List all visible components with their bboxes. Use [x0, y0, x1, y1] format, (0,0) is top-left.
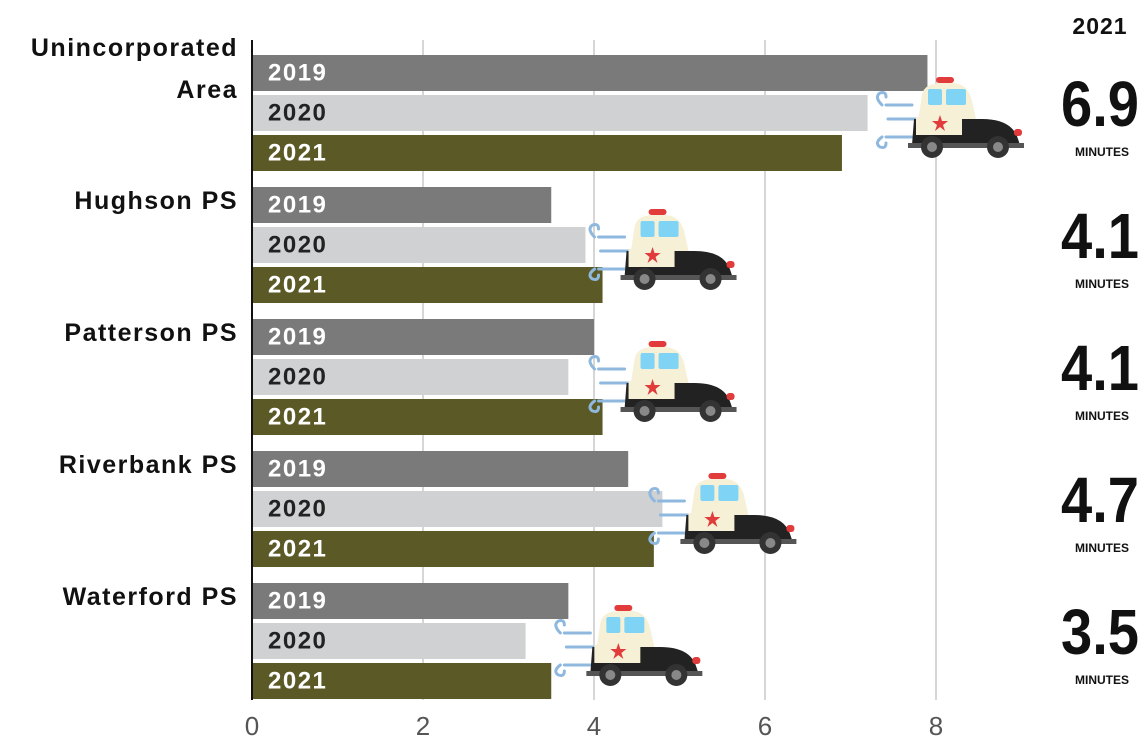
bar-series-label: 2021 — [268, 403, 327, 430]
bar — [252, 135, 842, 171]
latest-value: 4.1 — [1061, 332, 1139, 404]
police-car-icon — [554, 603, 704, 688]
bar — [252, 583, 569, 619]
bar — [252, 267, 603, 303]
category-label: Waterford PS — [62, 583, 238, 611]
bar — [252, 319, 594, 355]
police-car-icon — [588, 339, 739, 424]
bar-series-label: 2021 — [268, 667, 327, 694]
bar-series-label: 2021 — [268, 535, 327, 562]
bar-series-label: 2019 — [268, 59, 327, 86]
bar — [252, 399, 603, 435]
bar-series-label: 2020 — [268, 363, 327, 390]
bar-series-label: 2020 — [268, 627, 327, 654]
bar — [252, 491, 663, 527]
unit-label: MINUTES — [1075, 541, 1129, 555]
x-tick-label: 6 — [758, 711, 772, 740]
bar-series-label: 2019 — [268, 455, 327, 482]
bar-series-label: 2019 — [268, 323, 327, 350]
x-tick-label: 0 — [245, 711, 259, 740]
x-tick-label: 2 — [416, 711, 430, 740]
bar — [252, 663, 552, 699]
year-header: 2021 — [1072, 13, 1127, 39]
bar — [252, 623, 526, 659]
bar-series-label: 2021 — [268, 271, 327, 298]
police-car-icon — [588, 207, 739, 292]
bar — [252, 55, 928, 91]
category-label: Hughson PS — [74, 187, 238, 215]
bar — [252, 95, 868, 131]
unit-label: MINUTES — [1075, 277, 1129, 291]
bar-series-label: 2019 — [268, 191, 327, 218]
x-tick-label: 8 — [929, 711, 943, 740]
bar — [252, 187, 552, 223]
bar — [252, 531, 654, 567]
latest-value: 6.9 — [1061, 68, 1139, 140]
bar-series-label: 2020 — [268, 495, 327, 522]
bar — [252, 359, 569, 395]
unit-label: MINUTES — [1075, 673, 1129, 687]
latest-value: 4.7 — [1061, 464, 1139, 536]
bar — [252, 227, 586, 263]
latest-value: 3.5 — [1061, 596, 1139, 668]
bar-series-label: 2020 — [268, 231, 327, 258]
unit-label: MINUTES — [1075, 409, 1129, 423]
latest-value: 4.1 — [1061, 200, 1139, 272]
police-car-icon — [648, 471, 798, 556]
category-label: Patterson PS — [64, 319, 238, 347]
bar — [252, 451, 629, 487]
x-tick-label: 4 — [587, 711, 601, 740]
unit-label: MINUTES — [1075, 145, 1129, 159]
bar-series-label: 2020 — [268, 99, 327, 126]
category-label: Unincorporated Area — [30, 34, 238, 104]
category-label: Riverbank PS — [58, 451, 238, 479]
bar-series-label: 2021 — [268, 139, 327, 166]
bar-series-label: 2019 — [268, 587, 327, 614]
